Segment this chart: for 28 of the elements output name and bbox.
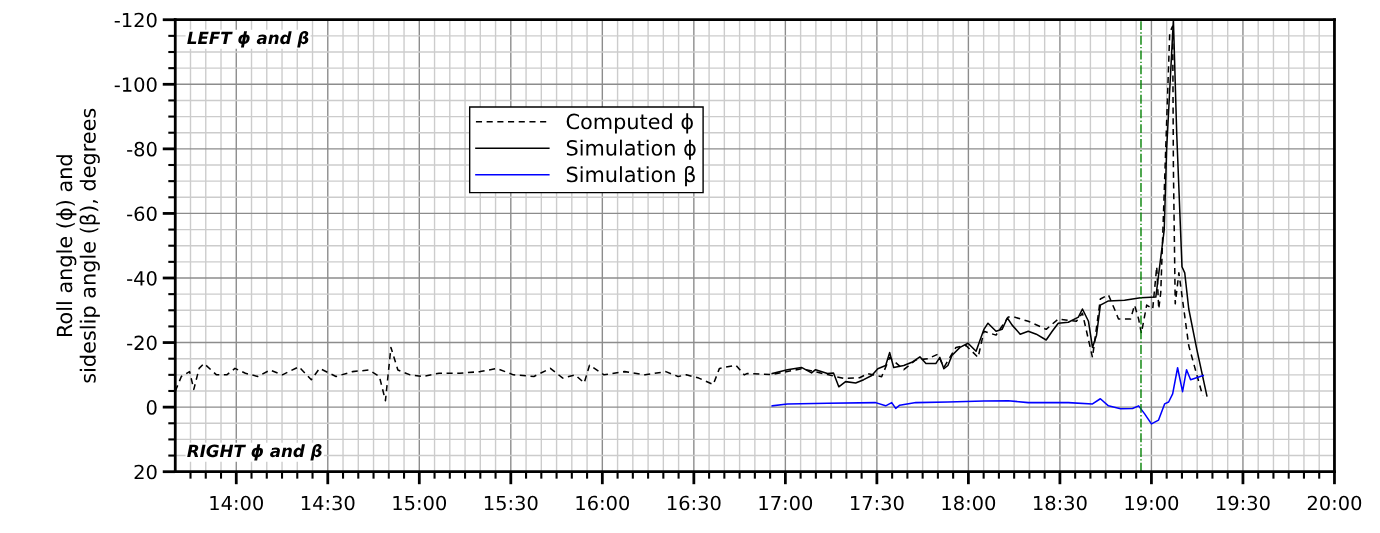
x-tick-label: 17:30	[851, 495, 904, 511]
x-tick-label: 15:30	[484, 495, 538, 511]
x-tick-label: 19:00	[1125, 495, 1179, 511]
y-tick-label: 0	[146, 400, 157, 415]
line-series	[771, 366, 1204, 425]
x-tick-label: 20:00	[1307, 495, 1362, 511]
x-tick-label: 16:30	[667, 495, 721, 511]
legend-label: Computed ϕ	[566, 113, 693, 134]
x-tick-label: 19:30	[1217, 495, 1270, 511]
x-tick-label: 14:00	[210, 495, 263, 511]
y-axis-title: Roll angle (ϕ) and sideslip angle (β), degrees	[56, 108, 100, 383]
y-tick-label: -120	[114, 12, 157, 28]
x-tick-label: 17:00	[759, 495, 813, 511]
y-tick-label: -80	[127, 141, 157, 157]
annotation: RIGHT ϕ and β	[187, 444, 322, 461]
y-tick-label: 20	[134, 464, 157, 480]
legend-label: Simulation ϕ	[566, 139, 696, 160]
y-tick-label: -20	[127, 335, 157, 351]
annotation: LEFT ϕ and β	[187, 31, 309, 48]
y-tick-label: -100	[114, 77, 157, 92]
x-tick-label: 14:30	[301, 495, 355, 511]
x-tick-label: 18:00	[942, 495, 996, 511]
x-tick-label: 18:30	[1034, 495, 1087, 511]
x-tick-label: 15:00	[393, 495, 447, 511]
legend-label: Simulation β	[566, 166, 695, 187]
y-tick-label: -40	[127, 270, 157, 286]
x-tick-label: 16:00	[576, 495, 630, 511]
y-tick-label: -60	[127, 206, 157, 222]
